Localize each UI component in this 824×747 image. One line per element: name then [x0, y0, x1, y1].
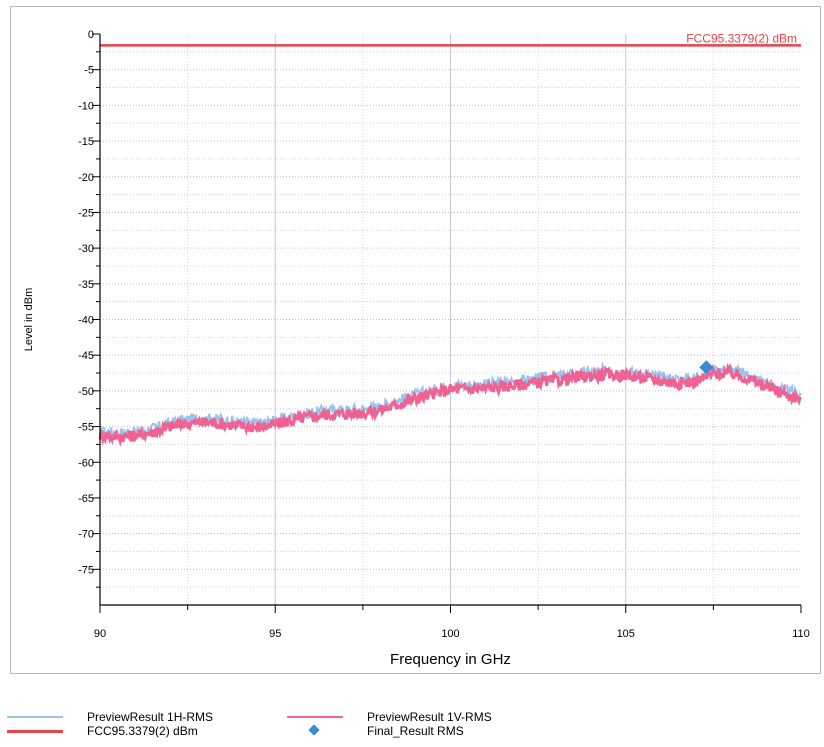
y-tick-label: -15: [78, 136, 94, 148]
y-tick-label: 0: [88, 29, 94, 41]
x-tick-label: 110: [792, 628, 810, 640]
chart-frame: FCC95.3379(2) dBm 0 -5 -10 -15 -20 -25 -30 -35 -…: [10, 6, 821, 674]
series-layer: [98, 360, 803, 447]
legend-item: PreviewResult 1V-RMS: [287, 710, 492, 724]
chart: FCC95.3379(2) dBm 0 -5 -10 -15 -20 -25 -30 -35 -…: [23, 29, 810, 668]
y-axis-title: Level in dBm: [23, 288, 35, 352]
legend-label: FCC95.3379(2) dBm: [87, 724, 198, 738]
limit-line-group: FCC95.3379(2) dBm: [100, 31, 801, 47]
y-tick-label: -5: [84, 65, 94, 77]
y-tick-label: -65: [78, 493, 94, 505]
legend-swatch: [7, 724, 63, 738]
legend-swatch: [7, 710, 63, 724]
legend-item: FCC95.3379(2) dBm: [7, 724, 198, 738]
y-tick-label: -70: [78, 529, 94, 541]
y-tick-label: -10: [78, 100, 94, 112]
y-tick-label: -30: [78, 243, 94, 255]
legend-label: Final_Result RMS: [367, 724, 464, 738]
x-tick-label: 90: [94, 628, 106, 640]
x-tick-label: 100: [441, 628, 459, 640]
x-tick-label: 95: [269, 628, 281, 640]
legend-swatch: [287, 724, 343, 738]
grid: [100, 34, 801, 605]
limit-line-label: FCC95.3379(2) dBm: [686, 31, 797, 45]
legend-label: PreviewResult 1V-RMS: [367, 710, 492, 724]
x-tick-label: 105: [617, 628, 635, 640]
final-result-marker: [699, 360, 714, 375]
legend-item: PreviewResult 1H-RMS: [7, 710, 213, 724]
y-tick-label: -45: [78, 350, 94, 362]
y-tick-label: -35: [78, 279, 94, 291]
y-tick-label: -25: [78, 207, 94, 219]
y-tick-label: -40: [78, 315, 94, 327]
axes: 0 -5 -10 -15 -20 -25 -30 -35 -40 -45 -50 -55 -60 -65 -…: [78, 29, 810, 640]
y-tick-label: -75: [78, 564, 94, 576]
series-line-1v-rms: [98, 362, 803, 447]
legend: PreviewResult 1H-RMS PreviewResult 1V-RMS…: [0, 700, 824, 747]
y-tick-label: -55: [78, 422, 94, 434]
legend-item: Final_Result RMS: [287, 724, 464, 738]
x-axis-title: Frequency in GHz: [390, 651, 511, 668]
legend-swatch: [287, 710, 343, 724]
legend-label: PreviewResult 1H-RMS: [87, 710, 214, 724]
y-tick-label: -60: [78, 457, 94, 469]
y-tick-label: -50: [78, 386, 94, 398]
y-tick-label: -20: [78, 172, 94, 184]
